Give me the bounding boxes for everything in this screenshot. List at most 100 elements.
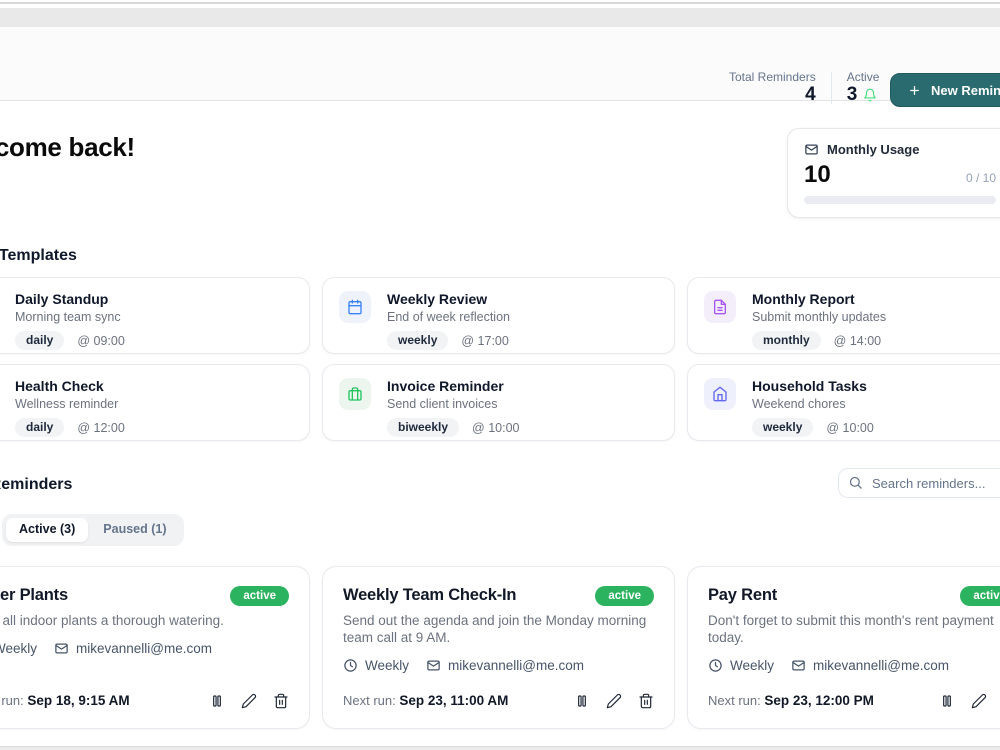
reminder-actions — [939, 693, 1000, 709]
email-item: mikevannelli@me.com — [54, 641, 212, 656]
template-time: @ 17:00 — [461, 333, 509, 348]
template-title: Daily Standup — [15, 291, 109, 307]
envelope-icon — [804, 142, 819, 157]
clock-icon — [343, 658, 358, 673]
template-card-household-tasks[interactable]: Household Tasks Weekend chores weekly @ … — [687, 364, 1000, 441]
pause-button[interactable] — [574, 693, 590, 709]
bell-icon — [863, 88, 877, 102]
frequency-label: Weekly — [365, 657, 410, 673]
frequency-item: Weekly — [343, 658, 409, 673]
file-text-icon — [704, 291, 736, 323]
email-label: mikevannelli@me.com — [76, 640, 213, 656]
next-run-label: Next run: — [343, 693, 396, 709]
new-reminder-button[interactable]: New Reminder — [890, 73, 1000, 107]
stats-divider — [830, 72, 832, 104]
template-time: @ 09:00 — [77, 333, 125, 348]
reminders-heading: Your Reminders — [0, 476, 73, 493]
briefcase-icon — [339, 378, 371, 410]
header-stats: Total Reminders 4 Active 3 — [729, 70, 879, 106]
stat-value: 4 — [805, 84, 816, 105]
next-run: Next run: Sep 23, 11:00 AM — [343, 693, 508, 708]
active-count: 3 — [846, 84, 858, 105]
edit-button[interactable] — [971, 693, 987, 709]
email-label: mikevannelli@me.com — [813, 657, 950, 673]
reminder-title: Water Plants — [0, 585, 68, 604]
template-title: Health Check — [15, 378, 104, 394]
home-icon — [704, 378, 736, 410]
template-title: Monthly Report — [752, 291, 855, 307]
template-time: @ 10:00 — [472, 420, 520, 435]
clock-icon — [708, 658, 723, 673]
template-card-monthly-report[interactable]: Monthly Report Submit monthly updates mo… — [687, 277, 1000, 354]
pause-button[interactable] — [939, 693, 955, 709]
browser-chrome-bar — [0, 8, 1000, 27]
template-title: Invoice Reminder — [387, 378, 504, 394]
reminders-grid: Water Plants active Give all indoor plan… — [0, 565, 1000, 729]
usage-remaining-value: 10 — [804, 161, 831, 188]
stat-active: Active 3 — [847, 70, 880, 106]
stat-value: 3 — [846, 84, 878, 106]
template-title: Household Tasks — [752, 378, 867, 394]
template-frequency-badge: weekly — [387, 331, 449, 351]
delete-button[interactable] — [638, 693, 654, 709]
frequency-item: Weekly — [0, 641, 37, 656]
reminders-tabs: Active (3) Paused (1) — [2, 514, 184, 546]
reminder-description: Send out the agenda and join the Monday … — [343, 613, 647, 645]
search-input[interactable] — [838, 468, 1000, 498]
template-time: @ 14:00 — [833, 333, 882, 348]
next-run: Next run: Sep 18, 9:15 AM — [0, 693, 130, 708]
search-box — [838, 468, 1000, 498]
template-description: Submit monthly updates — [752, 310, 887, 325]
template-description: Wellness reminder — [15, 397, 119, 412]
reminder-description: Don't forget to submit this month's rent… — [708, 613, 994, 645]
template-time: @ 12:00 — [77, 420, 125, 435]
template-card-weekly-review[interactable]: Weekly Review End of week reflection wee… — [322, 277, 675, 354]
next-run-value: Sep 18, 9:15 AM — [27, 693, 130, 709]
next-run-label: Next run: — [708, 693, 761, 709]
edit-button[interactable] — [606, 693, 622, 709]
reminder-title: Pay Rent — [708, 585, 778, 604]
template-description: Morning team sync — [15, 310, 121, 325]
reminder-card-water-plants: Water Plants active Give all indoor plan… — [0, 565, 310, 729]
template-frequency-badge: daily — [15, 331, 65, 351]
email-item: mikevannelli@me.com — [426, 658, 584, 673]
templates-heading: Quick Templates — [0, 247, 77, 264]
envelope-icon — [54, 641, 69, 656]
usage-ratio: 0 / 10 — [965, 171, 996, 185]
usage-progress-track — [804, 196, 996, 204]
template-card-invoice-reminder[interactable]: Invoice Reminder Send client invoices bi… — [322, 364, 675, 441]
template-frequency-badge: daily — [15, 418, 65, 438]
app-header: Total Reminders 4 Active 3 New Reminder — [0, 27, 1000, 107]
edit-button[interactable] — [241, 693, 257, 709]
bottom-chrome-bar — [0, 746, 1000, 750]
template-card-health-check[interactable]: Health Check Wellness reminder daily @ 1… — [0, 364, 310, 441]
envelope-icon — [426, 658, 441, 673]
templates-grid: Daily Standup Morning team sync daily @ … — [0, 277, 1000, 441]
pause-button[interactable] — [209, 693, 225, 709]
reminder-actions — [574, 693, 654, 709]
calendar-icon — [339, 291, 371, 323]
tab-paused[interactable]: Paused (1) — [90, 518, 179, 542]
template-description: End of week reflection — [387, 310, 510, 325]
monthly-usage-card: Monthly Usage 10 0 / 10 — [787, 128, 1000, 218]
reminders-header-row: Your Reminders — [0, 468, 1000, 498]
tab-active[interactable]: Active (3) — [6, 518, 89, 542]
frequency-label: Weekly — [730, 657, 775, 673]
new-reminder-label: New Reminder — [931, 82, 1000, 98]
status-badge: active — [230, 585, 289, 607]
stat-total-reminders: Total Reminders 4 — [729, 70, 816, 106]
reminder-card-pay-rent: Pay Rent active Don't forget to submit t… — [687, 565, 1000, 729]
window-top-divider — [0, 2, 1000, 4]
plus-icon — [908, 84, 921, 97]
reminder-description: Give all indoor plants a thorough wateri… — [0, 613, 224, 629]
reminder-card-weekly-team-check-in: Weekly Team Check-In active Send out the… — [322, 565, 675, 729]
main-content: Welcome back! Monthly Usage 10 0 / 10 Qu… — [0, 101, 1000, 729]
next-run-value: Sep 23, 12:00 PM — [764, 693, 874, 709]
template-card-daily-standup[interactable]: Daily Standup Morning team sync daily @ … — [0, 277, 310, 354]
next-run: Next run: Sep 23, 12:00 PM — [708, 693, 874, 708]
envelope-icon — [791, 658, 806, 673]
delete-button[interactable] — [273, 693, 289, 709]
hero-section: Welcome back! Monthly Usage 10 0 / 10 — [0, 128, 1000, 218]
usage-card-header: Monthly Usage — [804, 142, 996, 157]
frequency-label: Weekly — [0, 640, 38, 656]
